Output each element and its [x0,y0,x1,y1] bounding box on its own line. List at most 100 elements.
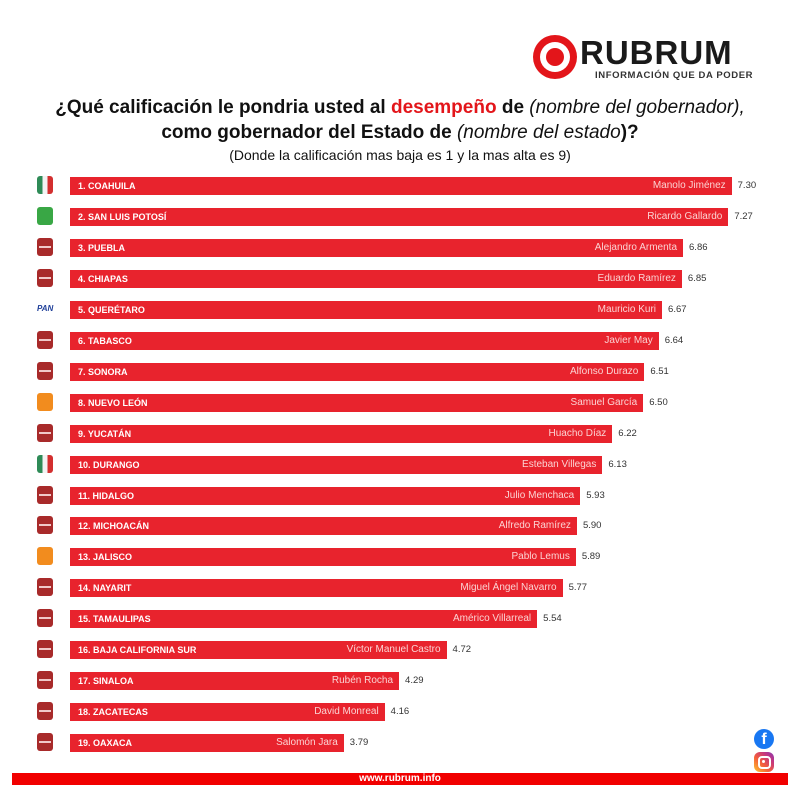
bar: 13. JALISCO Pablo Lemus [70,548,576,567]
bar-row: 13. JALISCO Pablo Lemus 5.89 [0,546,800,568]
rubrum-logo: RUBRUM INFORMACIÓN QUE DA PODER [533,33,773,83]
value-label: 5.90 [582,520,602,532]
bar: 18. ZACATECAS David Monreal [70,703,385,722]
chart-subtitle: (Donde la calificación mas baja es 1 y l… [229,147,571,163]
value-label: 6.64 [664,334,684,346]
state-label: 5. QUERÉTARO [78,304,145,315]
title-text: como gobernador del Estado de [161,122,457,143]
governor-name: David Monreal [314,706,379,718]
state-label: 3. PUEBLA [78,242,126,253]
title-text: ¿Qué calificación le pondria usted al [55,97,391,118]
state-label: 11. HIDALGO [78,490,135,501]
bar-row: 8. NUEVO LEÓN Samuel García 6.50 [0,392,800,414]
state-label: 1. COAHUILA [78,181,136,191]
party-mc-icon [37,392,53,411]
bar: 19. OAXACA Salomón Jara [70,734,344,753]
state-label: 8. NUEVO LEÓN [78,397,148,408]
brand-tagline: INFORMACIÓN QUE DA PODER [595,70,754,81]
bar: 15. TAMAULIPAS Américo Villarreal [70,610,538,629]
state-label: 4. CHIAPAS [78,273,128,284]
bar-row: 15. TAMAULIPAS Américo Villarreal 5.54 [0,608,800,630]
bar-row: 9. YUCATÁN Huacho Díaz 6.22 [0,423,800,445]
value-label: 5.89 [581,551,601,563]
governor-name: Alfredo Ramírez [498,520,571,532]
title-line-2: como gobernador del Estado de (nombre de… [0,120,800,145]
state-label: 18. ZACATECAS [78,707,148,718]
governor-name: Huacho Díaz [548,427,607,439]
party-morena-icon [37,733,53,752]
facebook-icon[interactable]: f [754,729,774,749]
bar: 2. SAN LUIS POTOSÍ Ricardo Gallardo [70,207,729,226]
value-label: 7.27 [734,210,753,222]
value-label: 6.85 [687,272,707,284]
party-pvem-icon [37,206,53,225]
party-morena-icon [37,485,53,504]
bar: 5. QUERÉTARO Mauricio Kuri [70,300,663,319]
bar: 6. TABASCO Javier May [70,331,659,350]
value-label: 5.93 [586,489,605,501]
title-paren: ( [529,97,536,118]
governor-name: Eduardo Ramírez [597,272,676,284]
bar-row: 7. SONORA Alfonso Durazo 6.51 [0,361,800,383]
value-label: 5.77 [568,582,588,594]
party-morena-icon [37,671,53,690]
governor-name: Mauricio Kuri [597,303,657,315]
value-label: 6.13 [608,458,627,470]
bar-row: 12. MICHOACÁN Alfredo Ramírez 5.90 [0,515,800,537]
bar: 3. PUEBLA Alejandro Armenta [70,238,684,257]
bar: 14. NAYARIT Miguel Ángel Navarro [70,579,563,598]
state-label: 19. OAXACA [78,738,133,749]
party-mc-icon [37,547,53,566]
state-label: 17. SINALOA [78,676,134,687]
bar: 7. SONORA Alfonso Durazo [70,362,645,381]
bar: 12. MICHOACÁN Alfredo Ramírez [70,517,577,536]
governor-name: Salomón Jara [276,737,338,749]
state-label: 9. YUCATÁN [78,428,132,439]
governor-name: Miguel Ángel Navarro [460,582,557,594]
party-morena-icon [37,609,53,628]
instagram-icon[interactable] [754,752,774,772]
bar-row: 2. SAN LUIS POTOSÍ Ricardo Gallardo 7.27 [0,206,800,228]
governor-name: Rubén Rocha [331,675,394,687]
bar: 16. BAJA CALIFORNIA SUR Víctor Manuel Cas… [70,641,447,660]
bar: 4. CHIAPAS Eduardo Ramírez [70,269,682,288]
value-label: 4.72 [452,644,472,656]
state-label: 10. DURANGO [78,459,140,470]
bar: 8. NUEVO LEÓN Samuel García [70,393,644,412]
party-morena-icon [37,702,53,721]
state-label: 15. TAMAULIPAS [78,614,151,625]
governor-name: Víctor Manuel Castro [346,644,441,656]
governor-name: Alfonso Durazo [569,365,639,377]
bar: 11. HIDALGO Julio Menchaca [70,486,581,505]
governor-name: Samuel García [570,396,638,408]
state-label: 6. TABASCO [78,335,132,346]
party-morena-icon [37,516,53,535]
governor-name: Américo Villarreal [452,613,532,625]
value-label: 7.30 [737,180,757,191]
title-paren: ), [733,97,745,118]
bar: 1. COAHUILA Manolo Jiménez [70,177,732,195]
title-line-1: ¿Qué calificación le pondria usted al de… [0,95,800,120]
footer-url[interactable]: www.rubrum.info [12,773,788,785]
party-morena-icon [37,330,53,349]
brand-name: RUBRUM [580,34,733,71]
value-label: 4.16 [390,706,410,718]
title-paren: )? [620,122,639,143]
governor-name: Julio Menchaca [504,489,575,501]
bar: 17. SINALOA Rubén Rocha [70,672,400,691]
value-label: 6.51 [650,365,669,377]
party-pan-icon: PAN [37,299,53,318]
bar-row: 11. HIDALGO Julio Menchaca 5.93 [0,485,800,507]
party-morena-icon [37,361,53,380]
bar-row: 19. OAXACA Salomón Jara 3.79 [0,732,800,754]
title-paren: ( [456,122,464,143]
state-label: 14. NAYARIT [78,583,132,594]
chart-title: ¿Qué calificación le pondria usted al de… [0,95,800,165]
value-label: 4.29 [405,675,424,687]
party-morena-icon [37,268,53,287]
governor-name: Javier May [604,334,653,346]
value-label: 6.86 [689,241,708,253]
bar-row: 3. PUEBLA Alejandro Armenta 6.86 [0,237,800,259]
bar-row: 4. CHIAPAS Eduardo Ramírez 6.85 [0,268,800,290]
bar-row: 17. SINALOA Rubén Rocha 4.29 [0,670,800,692]
